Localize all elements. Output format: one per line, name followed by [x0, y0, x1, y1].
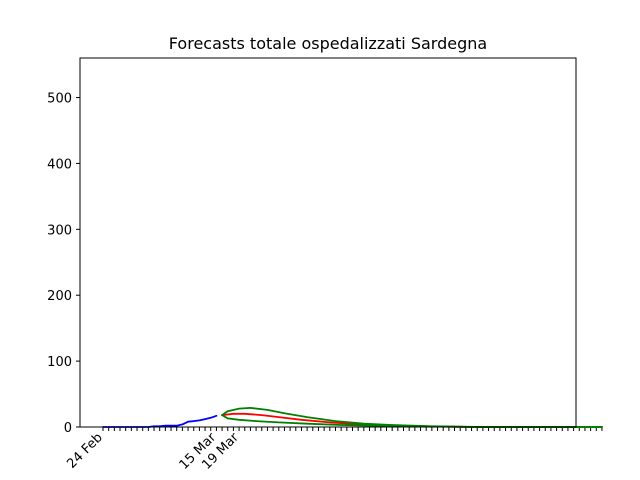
y-tick-label: 200 [47, 289, 72, 304]
chart-title: Forecasts totale ospedalizzati Sardegna [169, 34, 487, 53]
y-tick-label: 100 [47, 355, 72, 370]
y-tick-label: 500 [47, 92, 72, 107]
plot-frame [79, 57, 577, 428]
y-tick-label: 0 [64, 421, 72, 436]
y-tick-label: 400 [47, 157, 72, 172]
y-tick-label: 300 [47, 223, 72, 238]
y-axis: 0 100 200 300 400 500 [47, 92, 80, 436]
